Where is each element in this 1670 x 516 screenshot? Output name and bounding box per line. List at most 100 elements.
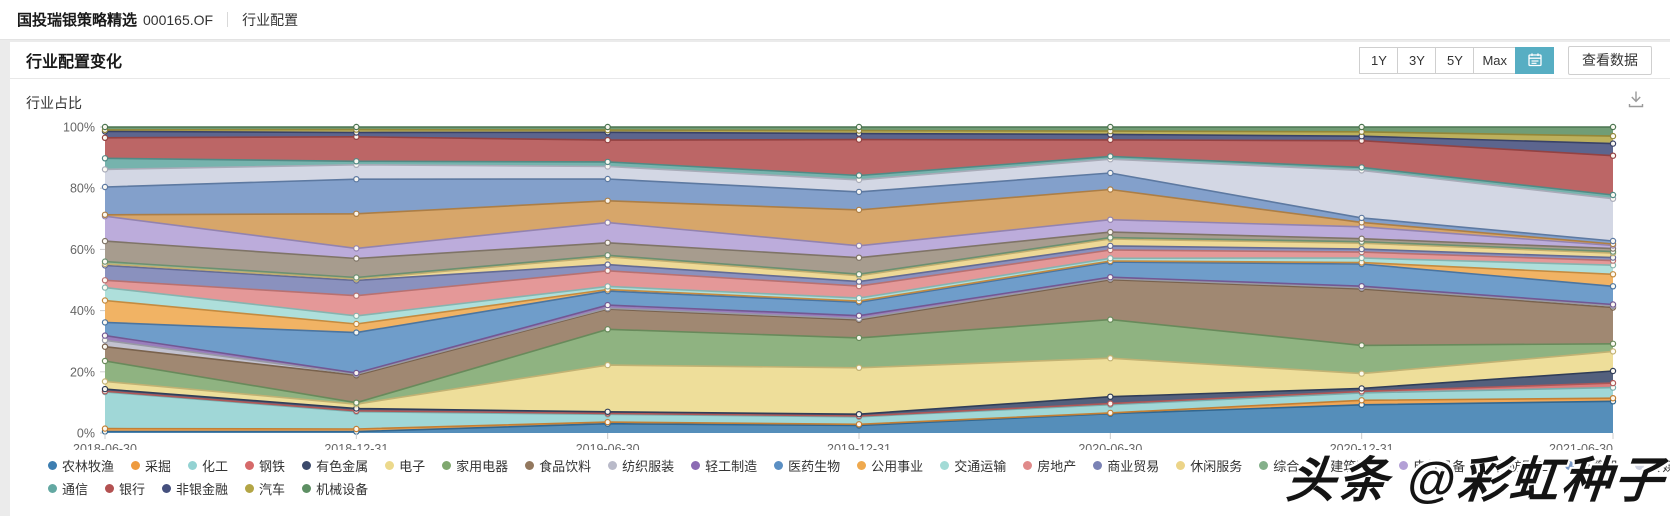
data-point[interactable]	[353, 255, 360, 262]
legend-item[interactable]: 汽车	[245, 479, 285, 498]
data-point[interactable]	[101, 183, 109, 191]
legend-item[interactable]: 通信	[48, 479, 88, 498]
data-point[interactable]	[1358, 214, 1365, 222]
data-point[interactable]	[604, 326, 611, 333]
data-point[interactable]	[604, 361, 611, 369]
data-point[interactable]	[101, 155, 109, 162]
data-point[interactable]	[855, 364, 863, 371]
data-point[interactable]	[855, 206, 863, 214]
data-point[interactable]	[353, 123, 360, 131]
data-point[interactable]	[101, 123, 109, 131]
legend-item[interactable]: 医药生物	[774, 456, 840, 475]
legend-item[interactable]: 建筑装饰	[1316, 456, 1382, 475]
data-point[interactable]	[101, 237, 109, 245]
data-point[interactable]	[1107, 169, 1114, 177]
data-point[interactable]	[855, 411, 863, 418]
data-point[interactable]	[1107, 273, 1114, 281]
legend-item[interactable]: 房地产	[1023, 456, 1076, 475]
data-point[interactable]	[855, 312, 863, 319]
data-point[interactable]	[1609, 348, 1617, 355]
legend-item[interactable]: 轻工制造	[691, 456, 757, 475]
data-point[interactable]	[1107, 234, 1114, 241]
data-point[interactable]	[604, 418, 611, 426]
data-point[interactable]	[1107, 242, 1114, 250]
data-point[interactable]	[1107, 393, 1114, 400]
data-point[interactable]	[101, 378, 109, 385]
data-point[interactable]	[1107, 400, 1114, 407]
data-point[interactable]	[1358, 245, 1365, 253]
range-button-3y[interactable]: 3Y	[1397, 46, 1437, 74]
legend-item[interactable]: 计算机	[1565, 456, 1618, 475]
legend-item[interactable]: 电子	[385, 456, 425, 475]
data-point[interactable]	[1107, 409, 1114, 417]
data-point[interactable]	[855, 123, 863, 131]
data-point[interactable]	[1609, 152, 1617, 159]
data-point[interactable]	[353, 399, 360, 406]
data-point[interactable]	[604, 252, 611, 259]
data-point[interactable]	[604, 197, 611, 205]
range-button-max[interactable]: Max	[1473, 46, 1516, 74]
legend-item[interactable]: 有色金属	[302, 456, 368, 475]
legend-item[interactable]: 钢铁	[245, 456, 285, 475]
data-point[interactable]	[101, 297, 109, 304]
data-point[interactable]	[1107, 123, 1114, 131]
data-point[interactable]	[1609, 301, 1617, 308]
data-point[interactable]	[604, 175, 611, 183]
data-point[interactable]	[1609, 191, 1617, 199]
data-point[interactable]	[1609, 283, 1617, 290]
data-point[interactable]	[1358, 397, 1365, 404]
data-point[interactable]	[1107, 255, 1114, 262]
data-point[interactable]	[1107, 354, 1114, 362]
data-point[interactable]	[855, 421, 863, 428]
data-point[interactable]	[1107, 216, 1114, 223]
data-point[interactable]	[353, 210, 360, 218]
data-point[interactable]	[855, 136, 863, 143]
data-point[interactable]	[1609, 395, 1617, 402]
data-point[interactable]	[604, 239, 611, 247]
data-point[interactable]	[1107, 316, 1114, 323]
legend-item[interactable]: 综合	[1259, 456, 1299, 475]
data-point[interactable]	[101, 134, 109, 141]
data-point[interactable]	[604, 219, 611, 226]
data-point[interactable]	[1107, 186, 1114, 193]
data-point[interactable]	[604, 301, 611, 309]
data-point[interactable]	[1358, 123, 1365, 131]
legend-item[interactable]: 公用事业	[857, 456, 923, 475]
data-point[interactable]	[353, 292, 360, 299]
data-point[interactable]	[101, 258, 109, 265]
data-point[interactable]	[855, 334, 863, 342]
data-point[interactable]	[855, 242, 863, 249]
data-point[interactable]	[101, 385, 109, 393]
data-point[interactable]	[1609, 140, 1617, 147]
legend-item[interactable]: 电气设备	[1399, 456, 1465, 475]
data-point[interactable]	[353, 320, 360, 328]
data-point[interactable]	[101, 332, 109, 339]
view-data-button[interactable]: 查看数据	[1568, 45, 1652, 75]
data-point[interactable]	[855, 270, 863, 278]
data-point[interactable]	[1609, 237, 1617, 245]
data-point[interactable]	[1358, 164, 1365, 171]
data-point[interactable]	[101, 211, 109, 219]
legend-item[interactable]: 农林牧渔	[48, 456, 114, 475]
data-point[interactable]	[604, 267, 611, 274]
legend-item[interactable]: 食品饮料	[525, 456, 591, 475]
data-point[interactable]	[1609, 123, 1617, 131]
range-button-5y[interactable]: 5Y	[1435, 46, 1475, 74]
data-point[interactable]	[101, 343, 109, 350]
data-point[interactable]	[353, 425, 360, 433]
download-icon[interactable]	[1626, 89, 1646, 114]
data-point[interactable]	[1609, 340, 1617, 347]
data-point[interactable]	[353, 175, 360, 183]
data-point[interactable]	[1609, 367, 1617, 375]
data-point[interactable]	[101, 277, 109, 284]
data-point[interactable]	[1609, 379, 1617, 387]
data-point[interactable]	[1358, 370, 1365, 377]
data-point[interactable]	[353, 274, 360, 281]
legend-item[interactable]: 银行	[105, 479, 145, 498]
stacked-area-chart[interactable]: 0% 20% 40% 60% 80% 100% 2018-06-30 2018-12-31 20…	[10, 115, 1670, 456]
data-point[interactable]	[1358, 342, 1365, 349]
legend-item[interactable]: 采掘	[131, 456, 171, 475]
data-point[interactable]	[855, 294, 863, 302]
calendar-button[interactable]	[1515, 46, 1554, 74]
legend-item[interactable]: 非银金融	[162, 479, 228, 498]
